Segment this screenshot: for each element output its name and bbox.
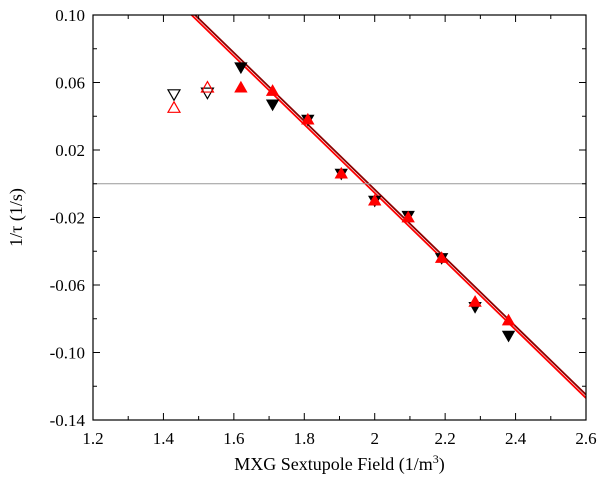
open-triangle-up-point-4-1 — [166, 100, 182, 113]
y-tick-label: 0.10 — [55, 6, 85, 25]
filled-triangle-up-point-2-7 — [434, 251, 449, 263]
y-tick-label: 0.06 — [55, 74, 85, 93]
filled-triangle-up-point-2-4 — [334, 166, 348, 179]
filled-triangle-up-point-2-3 — [301, 112, 315, 125]
y-tick-label: -0.02 — [50, 209, 85, 228]
y-axis-ticks: 0.10 0.06 0.02 -0.02 -0.06 -0.10 -0.14 — [50, 6, 586, 430]
filled-triangle-up-point-2-1 — [234, 80, 248, 93]
x-tick-label: 2.2 — [435, 429, 456, 448]
data-points — [166, 62, 516, 343]
y-tick-label: -0.14 — [50, 411, 86, 430]
x-tick-label: 2.4 — [505, 429, 527, 448]
filled-triangle-down-point-1-2 — [265, 99, 280, 112]
x-tick-label: 1.8 — [294, 429, 315, 448]
x-tick-label: 1.6 — [223, 429, 244, 448]
y-tick-label: -0.06 — [50, 276, 85, 295]
x-axis-title-sup: 3 — [433, 452, 439, 466]
open-triangle-up-point-4-2 — [200, 80, 215, 93]
y-axis-title: 1/τ (1/s) — [6, 188, 27, 247]
x-axis-title-main: MXG Sextupole Field (1/m — [234, 454, 433, 475]
y-tick-label: 0.02 — [55, 141, 85, 160]
x-tick-label: 2.6 — [575, 429, 596, 448]
x-axis-ticks: 1.2 1.4 1.6 1.8 2 2.2 2.4 2.6 — [82, 15, 597, 448]
x-axis-title-end: ) — [439, 454, 445, 475]
filled-triangle-down-point-1-1 — [234, 62, 248, 75]
filled-triangle-up-point-2-8 — [468, 295, 482, 307]
y-tick-label: -0.10 — [50, 344, 85, 363]
x-tick-label: 2 — [370, 429, 379, 448]
plot-frame — [92, 14, 587, 421]
x-tick-label: 1.2 — [82, 429, 103, 448]
fit-line-1 — [193, 15, 586, 396]
filled-triangle-down-point-1-9 — [501, 330, 516, 343]
filled-triangle-up-point-2-9 — [501, 313, 516, 326]
filled-triangle-up-point-2-5 — [368, 193, 382, 206]
fit-lines — [190, 15, 586, 399]
filled-triangle-up-point-2-2 — [265, 84, 280, 96]
filled-triangle-up-point-2-6 — [401, 210, 415, 223]
fit-line-2 — [190, 15, 586, 399]
x-axis-title: MXG Sextupole Field (1/m3) — [234, 452, 445, 475]
open-triangle-down-point-3-1 — [166, 89, 182, 102]
x-tick-label: 1.4 — [153, 429, 175, 448]
open-triangle-down-point-3-2 — [200, 87, 215, 100]
